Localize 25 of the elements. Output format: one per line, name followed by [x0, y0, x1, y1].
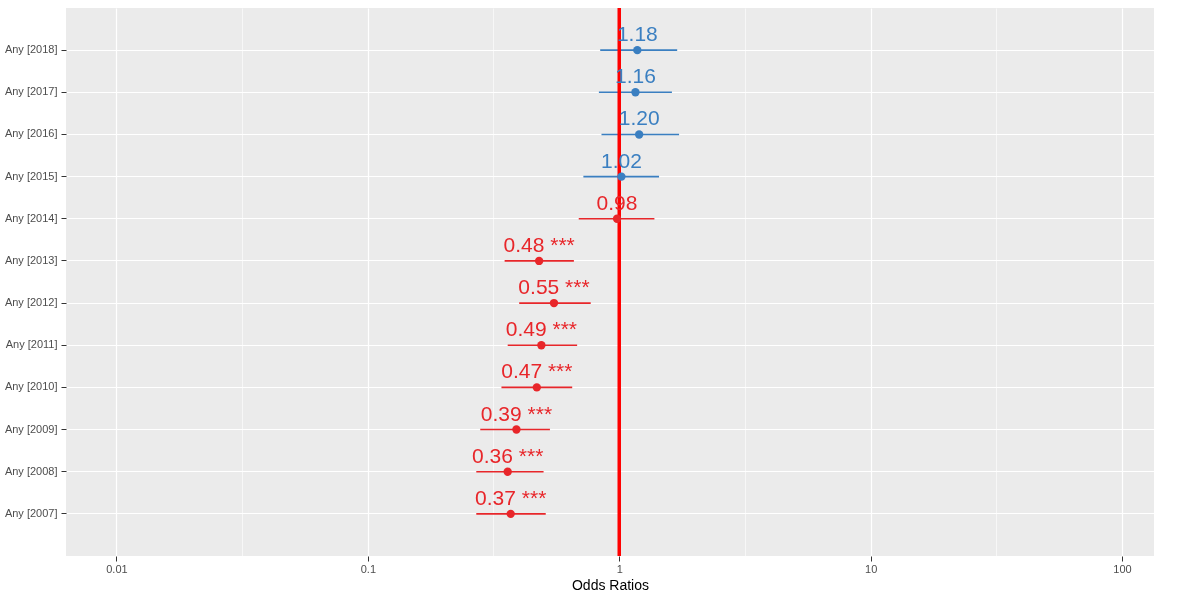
y-tick-label: Any [2015] — [4, 169, 58, 182]
data-label: 0.39 *** — [480, 401, 553, 425]
x-tick-label: 10 — [865, 562, 878, 575]
y-tick-label: Any [2008] — [4, 464, 58, 477]
y-tick-label: Any [2018] — [4, 43, 58, 56]
data-label: 0.48 *** — [503, 232, 575, 256]
data-label: 0.37 *** — [475, 485, 547, 509]
x-tick-label: 1 — [616, 562, 623, 575]
y-tick-label: Any [2012] — [4, 296, 58, 309]
x-tick-label: 100 — [1113, 562, 1132, 575]
y-tick-label: Any [2007] — [4, 506, 58, 519]
x-axis-title: Odds Ratios — [571, 576, 650, 592]
y-tick-label: Any [2016] — [4, 127, 58, 140]
x-tick-label: 0.01 — [106, 562, 128, 575]
y-tick-label: Any [2017] — [4, 85, 58, 98]
data-label: 0.55 *** — [518, 275, 590, 299]
y-tick-label: Any [2011] — [5, 338, 58, 351]
data-label: 0.36 *** — [472, 443, 544, 467]
y-tick-label: Any [2009] — [4, 422, 58, 435]
x-tick-label: 0.1 — [360, 562, 376, 575]
y-tick-label: Any [2013] — [4, 253, 58, 266]
y-tick-label: Any [2014] — [4, 211, 58, 224]
data-label: 0.47 *** — [501, 359, 573, 383]
y-tick-label: Any [2010] — [4, 380, 58, 393]
data-label: 0.49 *** — [505, 317, 577, 341]
